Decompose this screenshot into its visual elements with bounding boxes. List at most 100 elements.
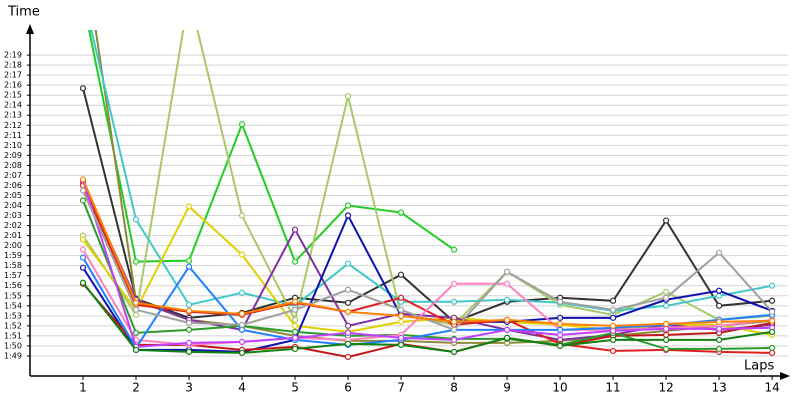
data-point (397, 294, 405, 301)
data-point (344, 353, 352, 361)
data-point (715, 292, 723, 299)
x-tick-label: 11 (605, 381, 620, 395)
y-tick-label: 2:10 (4, 141, 22, 150)
data-point (397, 209, 405, 216)
data-point (450, 348, 458, 356)
data-point (609, 306, 617, 313)
data-point (291, 298, 299, 305)
data-point (238, 121, 246, 128)
data-point (344, 260, 352, 267)
data-point (344, 322, 352, 329)
series-line (82, 257, 773, 350)
data-point (291, 345, 299, 353)
data-point (238, 310, 246, 317)
y-tick-label: 2:09 (4, 151, 22, 160)
data-point (662, 217, 670, 224)
data-point (344, 340, 352, 348)
data-point (291, 316, 299, 323)
x-tick-label: 1 (79, 381, 87, 395)
data-point (662, 294, 670, 301)
data-point (768, 308, 776, 315)
data-point (662, 302, 670, 309)
data-point (503, 296, 511, 303)
x-tick-label: 9 (503, 381, 511, 395)
data-point (238, 251, 246, 258)
series-line (82, 180, 773, 348)
data-point (79, 176, 87, 183)
data-point (79, 187, 87, 194)
data-point (450, 318, 458, 325)
y-tick-label: 2:11 (4, 131, 22, 140)
y-tick-label: 1:57 (4, 271, 22, 280)
data-point (715, 318, 723, 325)
data-point (132, 329, 140, 336)
data-point (185, 203, 193, 210)
y-tick-label: 2:14 (4, 101, 22, 110)
x-tick-label: 2 (132, 381, 140, 395)
data-point (185, 339, 193, 347)
data-point (450, 336, 458, 343)
data-point (503, 316, 511, 323)
series-line (82, 249, 773, 346)
data-point (450, 298, 458, 305)
y-tick-label: 1:58 (4, 261, 22, 270)
data-point (238, 212, 246, 219)
data-point (397, 341, 405, 349)
x-tick-label: 4 (238, 381, 246, 395)
data-point (397, 306, 405, 313)
data-point (132, 311, 140, 318)
y-tick-label: 1:49 (4, 351, 22, 360)
data-point (556, 342, 564, 350)
data-point (132, 346, 140, 354)
x-tick-label: 8 (450, 381, 458, 395)
data-point (503, 334, 511, 341)
x-axis-arrow (780, 372, 790, 380)
data-point (185, 307, 193, 314)
data-point (291, 322, 299, 329)
data-point (715, 287, 723, 294)
data-point (662, 288, 670, 295)
data-point (344, 329, 352, 336)
y-tick-label: 1:52 (4, 321, 22, 330)
data-point (450, 280, 458, 287)
data-point (291, 226, 299, 233)
data-point (132, 258, 140, 265)
x-tick-label: 14 (764, 381, 779, 395)
data-point (185, 326, 193, 333)
data-point (556, 314, 564, 321)
data-point (609, 314, 617, 321)
y-axis-arrow (26, 24, 34, 34)
data-point (768, 349, 776, 357)
y-tick-label: 2:13 (4, 111, 22, 120)
x-tick-label: 6 (344, 381, 352, 395)
data-point (768, 317, 776, 324)
data-point (609, 297, 617, 304)
series-line (82, 87, 773, 323)
y-tick-label: 2:15 (4, 91, 22, 100)
data-point (715, 302, 723, 309)
data-point (79, 197, 87, 204)
data-point (185, 301, 193, 308)
y-tick-label: 2:04 (4, 201, 22, 210)
y-tick-label: 2:17 (4, 71, 22, 80)
data-point (238, 338, 246, 346)
data-point (503, 268, 511, 275)
data-point (185, 319, 193, 326)
y-tick-label: 2:12 (4, 121, 22, 130)
y-tick-label: 2:18 (4, 61, 22, 70)
series-line (82, 179, 773, 327)
data-point (238, 326, 246, 333)
x-tick-label: 5 (291, 381, 299, 395)
series-line (90, 30, 773, 312)
y-tick-label: 1:53 (4, 311, 22, 320)
data-point (291, 258, 299, 265)
data-point (79, 246, 87, 253)
data-point (132, 306, 140, 313)
data-point (503, 280, 511, 287)
data-point (344, 308, 352, 315)
data-point (715, 336, 723, 343)
data-point (662, 331, 670, 338)
x-tick-label: 3 (185, 381, 193, 395)
